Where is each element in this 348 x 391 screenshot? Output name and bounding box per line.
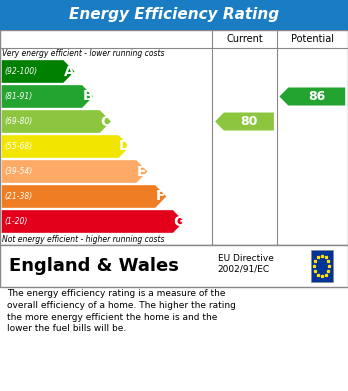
- Text: (39-54): (39-54): [5, 167, 33, 176]
- FancyBboxPatch shape: [0, 0, 348, 30]
- Text: Not energy efficient - higher running costs: Not energy efficient - higher running co…: [2, 235, 164, 244]
- Polygon shape: [2, 85, 93, 108]
- Text: (21-38): (21-38): [5, 192, 33, 201]
- Text: Current: Current: [226, 34, 263, 44]
- Text: The energy efficiency rating is a measure of the
overall efficiency of a home. T: The energy efficiency rating is a measur…: [7, 289, 236, 334]
- Polygon shape: [2, 210, 184, 233]
- Polygon shape: [2, 160, 148, 183]
- Text: 86: 86: [308, 90, 325, 103]
- Polygon shape: [2, 185, 166, 208]
- FancyBboxPatch shape: [0, 245, 348, 287]
- FancyBboxPatch shape: [0, 30, 348, 245]
- Polygon shape: [215, 113, 274, 131]
- Text: (55-68): (55-68): [5, 142, 33, 151]
- Text: EU Directive
2002/91/EC: EU Directive 2002/91/EC: [218, 254, 274, 274]
- Text: 80: 80: [240, 115, 258, 128]
- Text: E: E: [137, 165, 147, 179]
- Polygon shape: [2, 110, 111, 133]
- Polygon shape: [279, 88, 345, 106]
- Text: (92-100): (92-100): [5, 67, 38, 76]
- Polygon shape: [2, 135, 130, 158]
- Text: G: G: [173, 215, 184, 228]
- Text: (69-80): (69-80): [5, 117, 33, 126]
- Text: Energy Efficiency Rating: Energy Efficiency Rating: [69, 7, 279, 23]
- Text: C: C: [100, 115, 111, 129]
- FancyBboxPatch shape: [311, 250, 333, 282]
- Text: England & Wales: England & Wales: [9, 257, 179, 275]
- Text: B: B: [82, 90, 93, 104]
- Text: A: A: [63, 65, 74, 79]
- Text: F: F: [156, 190, 166, 203]
- Text: Very energy efficient - lower running costs: Very energy efficient - lower running co…: [2, 49, 164, 58]
- Text: Potential: Potential: [291, 34, 334, 44]
- Polygon shape: [2, 60, 74, 83]
- Text: (1-20): (1-20): [5, 217, 28, 226]
- Text: D: D: [118, 140, 130, 154]
- Text: (81-91): (81-91): [5, 92, 33, 101]
